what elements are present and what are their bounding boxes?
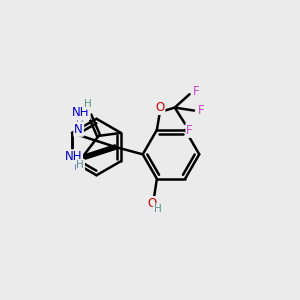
Text: O: O: [155, 101, 164, 114]
Text: H: H: [154, 204, 161, 214]
Text: N: N: [74, 160, 83, 173]
Text: F: F: [193, 85, 200, 98]
Text: O: O: [148, 197, 157, 210]
Text: H: H: [84, 99, 92, 109]
Text: F: F: [186, 124, 193, 137]
Text: H: H: [76, 119, 83, 129]
Text: F: F: [198, 104, 205, 117]
Text: N: N: [74, 123, 83, 136]
Text: H: H: [76, 160, 84, 170]
Text: NH: NH: [64, 150, 82, 163]
Text: NH: NH: [72, 106, 90, 119]
